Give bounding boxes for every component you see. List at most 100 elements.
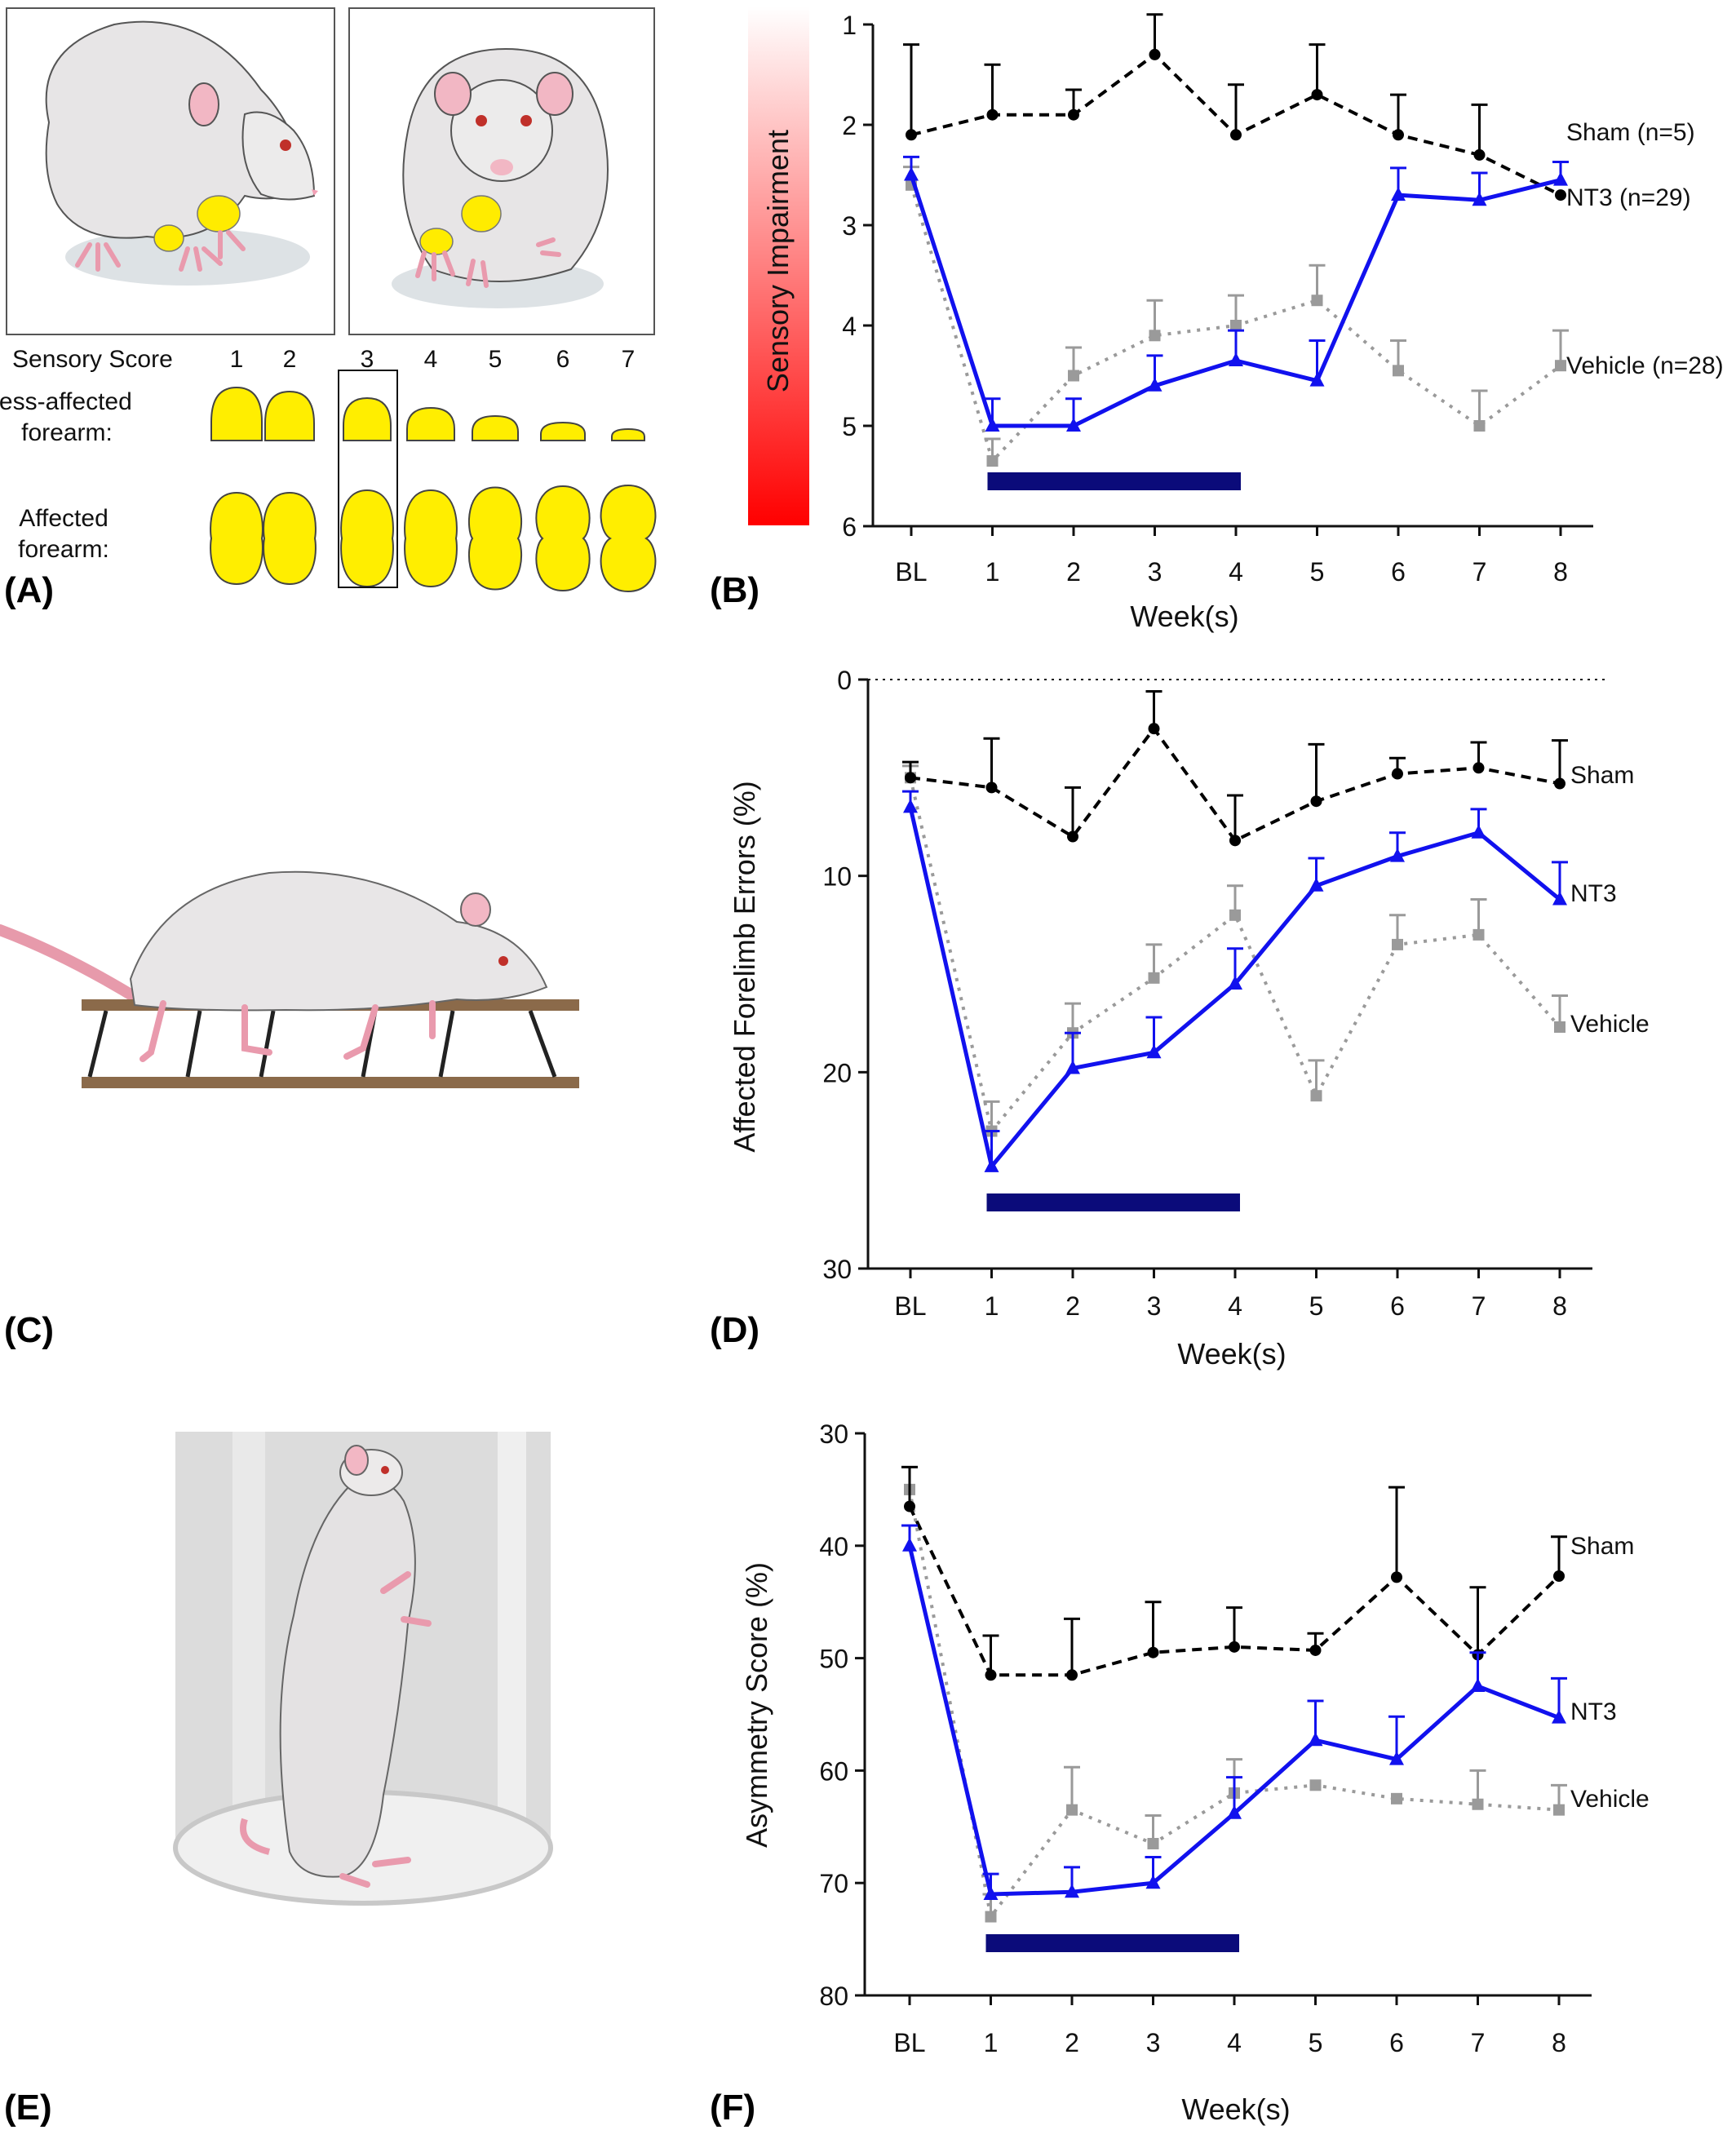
data-point — [1311, 89, 1323, 101]
data-point — [1309, 1644, 1322, 1656]
data-point — [902, 1537, 917, 1552]
legend-nt3: NT3 — [1570, 880, 1617, 907]
x-tick-label: BL — [894, 1291, 926, 1321]
panel-label-a: (A) — [4, 570, 54, 610]
data-point — [983, 1885, 999, 1900]
less-affected-shape-5 — [472, 414, 519, 441]
x-axis-label: Week(s) — [1177, 1337, 1286, 1371]
series-nt3: NT3 (n=29) — [903, 155, 1691, 432]
data-point — [1393, 129, 1404, 141]
data-point — [1309, 372, 1325, 387]
x-tick-label: 5 — [1310, 557, 1325, 587]
chart-f-ylabel: Asymmetry Score (%) — [740, 1562, 773, 1848]
less-affected-shape-6 — [540, 421, 586, 441]
sensory-score-label: Sensory Score — [12, 346, 173, 373]
data-point — [1393, 365, 1404, 377]
data-point — [1554, 777, 1566, 790]
x-tick-label: 4 — [1228, 1291, 1242, 1321]
data-point — [1472, 1798, 1484, 1810]
y-tick-label: 80 — [819, 1982, 848, 2011]
x-tick-label: 2 — [1065, 2028, 1079, 2057]
affected-shape-7 — [600, 484, 657, 593]
x-tick-label: 6 — [1389, 2028, 1404, 2057]
y-tick-label: 30 — [822, 1255, 852, 1284]
series-nt3: NT3 — [902, 790, 1617, 1172]
sensory-score-3: 3 — [361, 346, 374, 373]
data-point — [1473, 148, 1486, 161]
y-tick-label: 50 — [819, 1645, 848, 1674]
data-point — [1229, 352, 1243, 367]
data-point — [984, 1158, 999, 1172]
data-point — [1068, 370, 1079, 382]
sensory-impairment-gradient — [748, 7, 809, 525]
rat-ladder-illustration — [0, 870, 579, 1088]
sensory-score-1: 1 — [230, 346, 244, 373]
series-vehicle: Vehicle — [902, 764, 1650, 1137]
series-sham: Sham — [902, 689, 1634, 847]
panel-c: (C) — [0, 870, 579, 1350]
data-point — [1471, 824, 1486, 839]
sensory-score-shapes — [210, 386, 657, 593]
data-point — [1229, 835, 1241, 847]
legend-nt3: NT3 — [1570, 1698, 1617, 1725]
y-tick-label: 20 — [822, 1058, 852, 1087]
x-tick-label: 6 — [1391, 557, 1406, 587]
x-tick-label: 7 — [1472, 557, 1487, 587]
data-point — [1067, 830, 1078, 843]
sensory-score-numbers: 1 2 3 4 5 6 7 — [230, 346, 636, 373]
data-point — [1392, 938, 1403, 950]
data-point — [1553, 1804, 1565, 1816]
data-point — [1229, 909, 1241, 921]
data-point — [1147, 1837, 1159, 1849]
x-tick-label: BL — [895, 557, 927, 587]
sensory-score-6: 6 — [556, 346, 570, 373]
y-tick-label: 6 — [842, 512, 857, 542]
data-point — [903, 799, 918, 813]
series-nt3: NT3 — [901, 1524, 1617, 1900]
less-affected-shape-1 — [210, 386, 263, 441]
data-point — [1066, 418, 1081, 432]
sensory-score-5: 5 — [489, 346, 503, 373]
y-tick-label: 30 — [819, 1419, 848, 1449]
chart-b: 1 2 3 4 5 6 BL 1 2 3 4 5 6 7 8 Week(s) Vehicle (n=28) Sha… — [842, 11, 1723, 633]
data-point — [1552, 1709, 1566, 1724]
data-point — [1555, 360, 1566, 372]
legend-sham: Sham — [1570, 762, 1634, 789]
y-tick-label: 1 — [842, 11, 857, 40]
data-point — [1146, 1044, 1162, 1059]
chart-d-ylabel: Affected Forelimb Errors (%) — [728, 781, 761, 1152]
data-point — [1229, 1641, 1240, 1653]
y-tick-label: 5 — [842, 412, 857, 441]
data-point — [985, 1911, 997, 1923]
series-sham: Sham (n=5) — [903, 13, 1695, 201]
series-line-nt3 — [907, 1545, 1560, 1897]
panel-e: (E) — [4, 1432, 553, 2128]
data-point — [1149, 48, 1161, 60]
chart-d: 0 10 20 30 BL 1 2 3 4 5 6 7 8 Week(s) Vehicle Sham NT3 — [822, 666, 1649, 1371]
x-tick-label: 1 — [985, 1291, 999, 1321]
data-point — [1554, 1021, 1566, 1033]
sensory-score-2: 2 — [283, 346, 297, 373]
series-sham: Sham — [901, 1465, 1634, 1681]
x-tick-label: 1 — [984, 2028, 999, 2057]
highlighted-score-box — [338, 370, 398, 588]
data-point — [1391, 187, 1406, 201]
data-point — [1145, 1875, 1161, 1889]
affected-shape-5 — [467, 486, 523, 591]
x-tick-label: 1 — [985, 557, 1000, 587]
less-affected-label-line1: Less-affected — [0, 388, 132, 415]
data-point — [905, 772, 916, 784]
data-point — [1472, 192, 1487, 206]
data-point — [1555, 189, 1566, 201]
rat-side-view-illustration — [45, 20, 318, 286]
data-point — [1308, 1732, 1323, 1747]
data-point — [1230, 129, 1242, 141]
data-point — [1068, 108, 1079, 121]
data-point — [1473, 420, 1486, 432]
y-tick-label: 70 — [819, 1869, 848, 1898]
x-tick-label: 5 — [1309, 1291, 1324, 1321]
data-point — [1553, 1570, 1565, 1583]
data-point — [1065, 1884, 1079, 1898]
y-tick-label: 0 — [837, 666, 852, 695]
